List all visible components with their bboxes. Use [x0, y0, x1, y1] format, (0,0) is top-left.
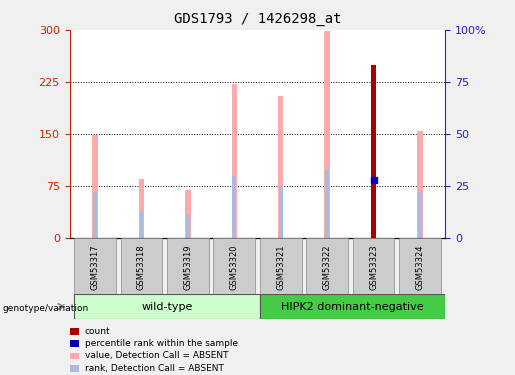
- Text: count: count: [85, 327, 111, 336]
- Bar: [324, 32, 330, 238]
- Bar: [167, 238, 209, 294]
- Text: GSM53321: GSM53321: [276, 245, 285, 290]
- Bar: [232, 84, 237, 238]
- Text: GSM53324: GSM53324: [416, 245, 424, 290]
- Text: HIPK2 dominant-negative: HIPK2 dominant-negative: [281, 302, 424, 312]
- Text: GSM53318: GSM53318: [137, 245, 146, 291]
- Title: GDS1793 / 1426298_at: GDS1793 / 1426298_at: [174, 12, 341, 26]
- Bar: [278, 96, 283, 238]
- Bar: [92, 135, 98, 238]
- Bar: [93, 192, 97, 238]
- Text: GSM53323: GSM53323: [369, 245, 378, 291]
- Text: rank, Detection Call = ABSENT: rank, Detection Call = ABSENT: [85, 364, 224, 373]
- Bar: [186, 215, 190, 238]
- Bar: [260, 238, 302, 294]
- Bar: [139, 179, 144, 238]
- Text: GSM53320: GSM53320: [230, 245, 239, 290]
- Bar: [418, 192, 422, 238]
- Text: percentile rank within the sample: percentile rank within the sample: [85, 339, 238, 348]
- Text: value, Detection Call = ABSENT: value, Detection Call = ABSENT: [85, 351, 229, 360]
- Bar: [121, 238, 162, 294]
- Text: genotype/variation: genotype/variation: [3, 304, 89, 313]
- Bar: [353, 238, 394, 294]
- Text: wild-type: wild-type: [141, 302, 193, 312]
- Bar: [399, 238, 441, 294]
- Bar: [371, 64, 376, 238]
- Bar: [279, 186, 283, 238]
- Bar: [213, 238, 255, 294]
- Bar: [417, 130, 423, 238]
- Text: GSM53319: GSM53319: [183, 245, 193, 290]
- Text: GSM53317: GSM53317: [91, 245, 99, 291]
- Bar: [232, 176, 236, 238]
- Bar: [306, 238, 348, 294]
- Bar: [260, 294, 445, 319]
- Bar: [185, 190, 191, 238]
- Bar: [74, 238, 116, 294]
- Bar: [74, 294, 260, 319]
- Bar: [140, 211, 143, 238]
- Bar: [372, 180, 375, 238]
- Bar: [325, 170, 329, 238]
- Text: GSM53322: GSM53322: [322, 245, 332, 290]
